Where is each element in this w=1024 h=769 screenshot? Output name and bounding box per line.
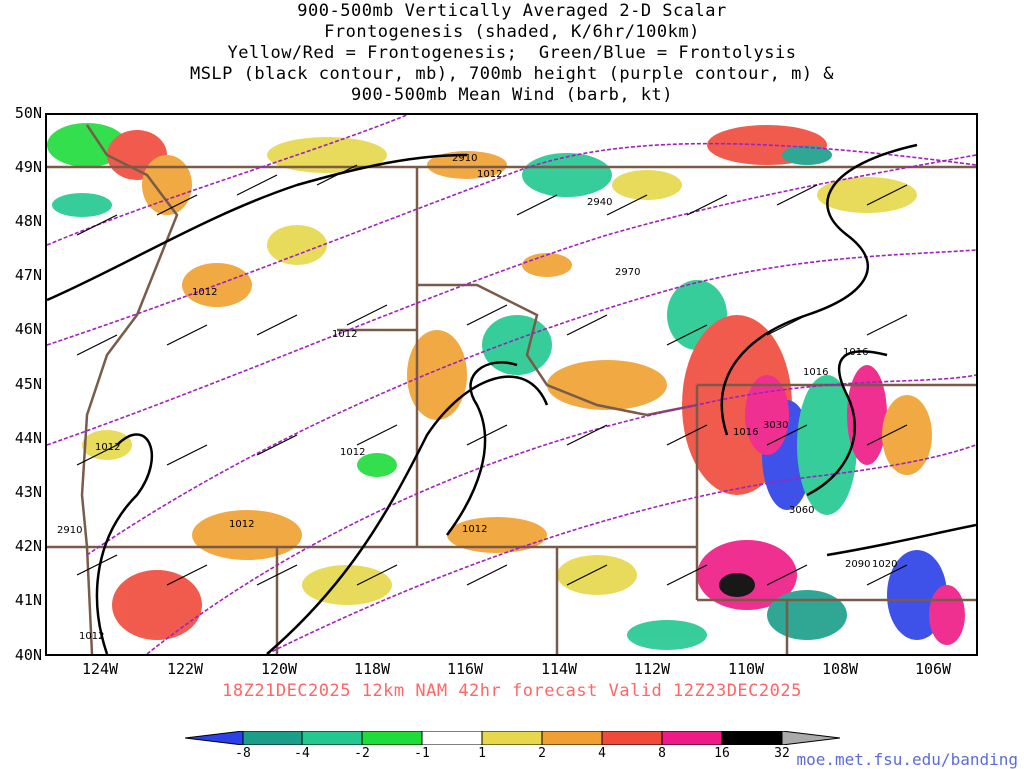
lon-label-120w: 120W (260, 660, 298, 678)
colorbar-swatch-10 (721, 731, 783, 745)
mslp-contours (47, 143, 976, 654)
lon-label-106w: 106W (914, 660, 952, 678)
title-line-4: MSLP (black contour, mb), 700mb height (… (189, 64, 835, 84)
colorbar-label: 32 (774, 746, 790, 761)
lat-label-44n: 44N (14, 429, 42, 447)
lat-label-45n: 45N (14, 375, 42, 393)
height-label: 2910 (57, 525, 82, 536)
lon-label-124w: 124W (81, 660, 119, 678)
height-contours (47, 115, 976, 654)
lat-label-41n: 41N (14, 591, 42, 609)
title-line-3: Yellow/Red = Frontogenesis; Green/Blue =… (227, 43, 797, 63)
colorbar-swatch-8 (601, 731, 663, 745)
lat-label-47n: 47N (14, 266, 42, 284)
colorbar-label: -8 (235, 746, 251, 761)
lat-label-42n: 42N (14, 537, 42, 555)
colorbar-label: -1 (414, 746, 430, 761)
lon-label-122w: 122W (166, 660, 204, 678)
colorbar-swatch-1 (185, 731, 244, 745)
frontogenesis-shading (47, 123, 965, 650)
colorbar-swatch-11 (781, 731, 840, 745)
colorbar-label: 8 (658, 746, 666, 761)
mslp-label: 1012 (332, 329, 357, 340)
mslp-label: 1012 (79, 631, 104, 642)
valid-time-line: 18Z21DEC2025 12km NAM 42hr forecast Vali… (222, 681, 802, 701)
height-label: 2940 (587, 197, 612, 208)
wind-barbs (76, 164, 908, 586)
colorbar-label: -2 (354, 746, 370, 761)
colorbar-swatch-2 (242, 731, 303, 745)
lat-label-48n: 48N (14, 212, 42, 230)
lat-label-43n: 43N (14, 483, 42, 501)
lat-label-49n: 49N (14, 158, 42, 176)
height-label: 3060 (789, 505, 814, 516)
colorbar (185, 731, 840, 745)
colorbar-swatch-7 (541, 731, 603, 745)
contour-labels: 1012 1012 1012 1012 1012 1012 1012 1016 … (57, 153, 897, 642)
colorbar-swatch-3 (301, 731, 363, 745)
height-label: 2970 (615, 267, 640, 278)
colorbar-swatch-6 (481, 731, 543, 745)
height-label: 2910 (452, 153, 477, 164)
mslp-label: 1016 (843, 347, 868, 358)
lat-label-50n: 50N (14, 104, 42, 122)
title-line-2: Frontogenesis (shaded, K/6hr/100km) (324, 22, 700, 42)
mslp-label: 1016 (803, 367, 828, 378)
mslp-label: 1012 (95, 442, 120, 453)
colorbar-label: -4 (294, 746, 310, 761)
title-line-1: 900-500mb Vertically Averaged 2-D Scalar (297, 1, 727, 21)
lon-label-112w: 112W (633, 660, 671, 678)
colorbar-swatch-9 (661, 731, 723, 745)
mslp-label: 1016 (733, 427, 758, 438)
height-label: 2090 (845, 559, 870, 570)
lat-label-46n: 46N (14, 320, 42, 338)
lat-label-40n: 40N (14, 646, 42, 664)
colorbar-label: 1 (478, 746, 486, 761)
colorbar-label: 4 (598, 746, 606, 761)
mslp-label: 1012 (462, 524, 487, 535)
mslp-label: 1012 (477, 169, 502, 180)
colorbar-swatch-4 (361, 731, 423, 745)
frontogenesis-map: 1012 1012 1012 1012 1012 1012 1012 1016 … (45, 113, 978, 656)
lon-label-108w: 108W (821, 660, 859, 678)
mslp-label: 1012 (192, 287, 217, 298)
map-title: 900-500mb Vertically Averaged 2-D Scalar… (0, 1, 1024, 106)
credit-link[interactable]: moe.met.fsu.edu/banding (796, 750, 1018, 769)
colorbar-label: 16 (714, 746, 730, 761)
lon-label-118w: 118W (353, 660, 391, 678)
colorbar-label: 2 (538, 746, 546, 761)
title-line-5: 900-500mb Mean Wind (barb, kt) (350, 85, 674, 105)
mslp-label: 1012 (229, 519, 254, 530)
mslp-label: 1012 (340, 447, 365, 458)
mslp-label: 1020 (872, 559, 897, 570)
lon-label-110w: 110W (727, 660, 765, 678)
lon-label-114w: 114W (540, 660, 578, 678)
colorbar-swatch-5 (421, 731, 483, 745)
lon-label-116w: 116W (446, 660, 484, 678)
map-canvas: 1012 1012 1012 1012 1012 1012 1012 1016 … (47, 115, 976, 654)
height-label: 3030 (763, 420, 788, 431)
